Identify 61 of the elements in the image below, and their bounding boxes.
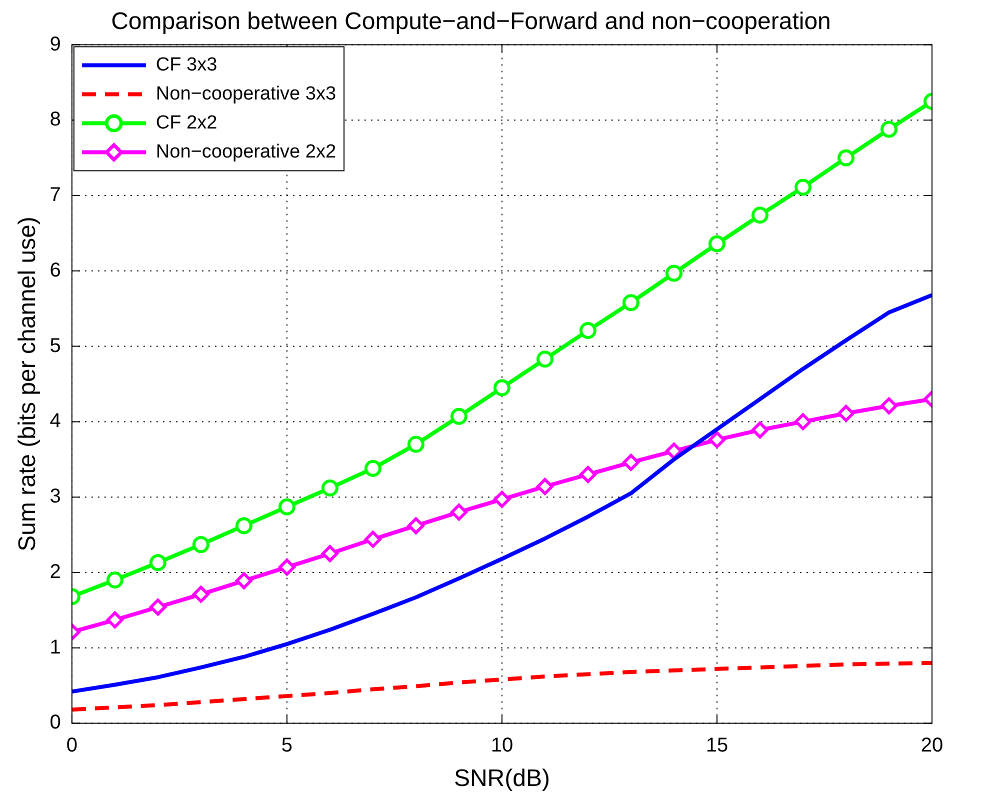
point <box>536 350 554 368</box>
legend-label: Non−cooperative 3x3 <box>156 84 336 105</box>
y-tick-label: 0 <box>50 712 61 734</box>
y-tick-label: 9 <box>50 33 61 56</box>
y-tick-label: 1 <box>50 636 61 658</box>
y-tick-label: 6 <box>50 259 61 282</box>
point <box>579 322 596 339</box>
point <box>192 536 210 554</box>
legend-label: CF 2x2 <box>156 112 218 134</box>
point <box>665 264 682 282</box>
point <box>278 498 296 516</box>
x-tick-label: 10 <box>490 734 514 757</box>
point <box>321 480 338 497</box>
point <box>192 586 210 603</box>
point <box>235 517 252 534</box>
point <box>493 490 510 508</box>
x-tick-label: 5 <box>281 734 293 757</box>
point <box>751 206 768 224</box>
point <box>493 379 510 396</box>
point <box>794 178 812 196</box>
y-tick-label: 2 <box>50 560 61 583</box>
point <box>450 504 468 521</box>
point <box>880 120 898 138</box>
line-series <box>72 660 932 712</box>
point <box>407 517 424 534</box>
point <box>622 294 640 312</box>
x-axis-title: SNR(dB) <box>454 765 550 792</box>
point <box>149 598 166 616</box>
y-tick-label: 5 <box>50 334 61 357</box>
point <box>106 611 124 628</box>
y-tick-label: 8 <box>50 108 61 131</box>
chart-title: Comparison between Compute−and−Forward and non−cooperation <box>111 8 831 36</box>
point <box>837 149 854 166</box>
point <box>708 235 726 252</box>
point <box>751 421 768 438</box>
point <box>579 466 596 483</box>
point <box>665 442 682 460</box>
point <box>794 413 812 430</box>
x-tick-label: 20 <box>920 734 944 757</box>
legend-label: Non−cooperative 2x2 <box>156 142 336 163</box>
legend-label: CF 3x3 <box>156 54 218 76</box>
point <box>235 572 252 590</box>
x-tick-label: 0 <box>66 734 78 757</box>
point <box>106 571 124 588</box>
y-axis-title: Sum rate (bits per channel use) <box>14 216 42 552</box>
x-tick-label: 15 <box>706 734 728 757</box>
y-tick-label: 7 <box>50 184 61 206</box>
point <box>149 554 166 572</box>
point <box>278 558 296 576</box>
point <box>321 545 338 562</box>
point <box>407 436 424 453</box>
y-tick-label: 4 <box>50 410 61 432</box>
point <box>880 397 898 414</box>
point <box>364 530 382 548</box>
point <box>837 404 854 422</box>
point <box>536 478 554 496</box>
point <box>708 431 726 448</box>
point <box>622 454 640 471</box>
y-tick-label: 3 <box>50 486 61 508</box>
point <box>450 408 468 425</box>
point <box>364 460 382 477</box>
